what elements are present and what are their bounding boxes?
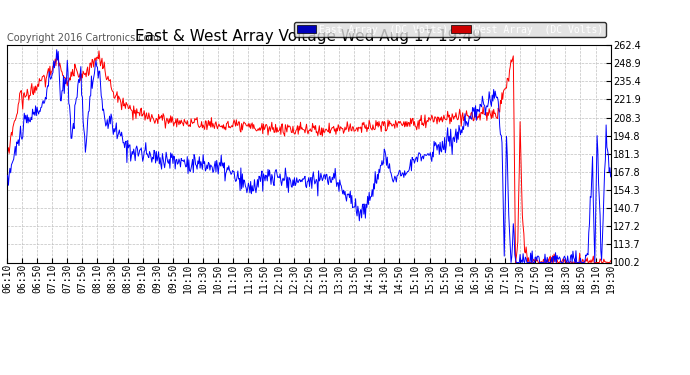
Text: Copyright 2016 Cartronics.com: Copyright 2016 Cartronics.com bbox=[7, 33, 159, 43]
Legend: East Array  (DC Volts), West Array  (DC Volts): East Array (DC Volts), West Array (DC Vo… bbox=[294, 22, 606, 38]
Title: East & West Array Voltage Wed Aug 17 19:49: East & West Array Voltage Wed Aug 17 19:… bbox=[135, 29, 482, 44]
